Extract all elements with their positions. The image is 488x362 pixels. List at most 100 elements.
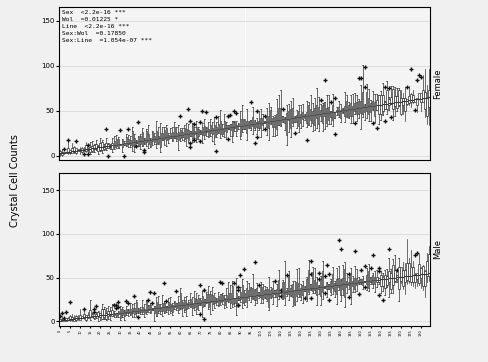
PathPatch shape bbox=[337, 107, 339, 115]
PathPatch shape bbox=[247, 122, 249, 127]
PathPatch shape bbox=[163, 130, 164, 139]
PathPatch shape bbox=[149, 305, 151, 312]
PathPatch shape bbox=[77, 317, 79, 320]
PathPatch shape bbox=[95, 314, 97, 316]
PathPatch shape bbox=[311, 272, 313, 291]
PathPatch shape bbox=[275, 114, 277, 129]
PathPatch shape bbox=[357, 101, 359, 114]
PathPatch shape bbox=[125, 137, 127, 145]
PathPatch shape bbox=[173, 302, 175, 307]
PathPatch shape bbox=[213, 125, 215, 137]
PathPatch shape bbox=[411, 95, 413, 102]
PathPatch shape bbox=[153, 306, 155, 313]
PathPatch shape bbox=[407, 263, 409, 281]
PathPatch shape bbox=[197, 129, 199, 136]
PathPatch shape bbox=[245, 121, 247, 133]
PathPatch shape bbox=[267, 115, 269, 127]
PathPatch shape bbox=[305, 112, 307, 123]
PathPatch shape bbox=[279, 292, 281, 293]
PathPatch shape bbox=[59, 151, 61, 155]
Text: Crystal Cell Counts: Crystal Cell Counts bbox=[10, 135, 20, 227]
PathPatch shape bbox=[75, 148, 77, 153]
PathPatch shape bbox=[391, 265, 393, 285]
PathPatch shape bbox=[381, 95, 383, 111]
PathPatch shape bbox=[377, 96, 379, 114]
PathPatch shape bbox=[337, 278, 339, 287]
PathPatch shape bbox=[325, 283, 327, 289]
PathPatch shape bbox=[135, 141, 137, 143]
PathPatch shape bbox=[247, 290, 249, 298]
PathPatch shape bbox=[157, 304, 159, 311]
PathPatch shape bbox=[335, 279, 337, 294]
PathPatch shape bbox=[209, 294, 211, 302]
PathPatch shape bbox=[329, 281, 331, 291]
PathPatch shape bbox=[411, 267, 413, 282]
PathPatch shape bbox=[351, 106, 353, 116]
PathPatch shape bbox=[389, 97, 391, 104]
PathPatch shape bbox=[315, 282, 317, 295]
PathPatch shape bbox=[285, 290, 287, 294]
PathPatch shape bbox=[201, 127, 203, 135]
Y-axis label: Male: Male bbox=[432, 239, 441, 259]
PathPatch shape bbox=[93, 145, 95, 149]
PathPatch shape bbox=[409, 267, 411, 282]
PathPatch shape bbox=[85, 145, 87, 151]
PathPatch shape bbox=[387, 271, 389, 282]
PathPatch shape bbox=[91, 315, 93, 317]
PathPatch shape bbox=[304, 287, 305, 291]
PathPatch shape bbox=[201, 296, 203, 307]
PathPatch shape bbox=[417, 264, 419, 282]
PathPatch shape bbox=[221, 295, 223, 300]
PathPatch shape bbox=[333, 283, 335, 291]
PathPatch shape bbox=[367, 272, 369, 288]
PathPatch shape bbox=[369, 277, 371, 282]
PathPatch shape bbox=[359, 279, 361, 283]
PathPatch shape bbox=[371, 275, 373, 283]
PathPatch shape bbox=[393, 96, 395, 106]
PathPatch shape bbox=[307, 270, 309, 292]
PathPatch shape bbox=[209, 125, 211, 133]
PathPatch shape bbox=[221, 128, 223, 134]
PathPatch shape bbox=[397, 267, 399, 289]
PathPatch shape bbox=[371, 101, 373, 109]
PathPatch shape bbox=[185, 303, 187, 309]
PathPatch shape bbox=[123, 143, 124, 144]
Text: Sex  <2.2e-16 ***
Wol  =0.01225 *
Line  <2.2e-16 ***
Sex:Wol  =0.17850
Sex:Line : Sex <2.2e-16 *** Wol =0.01225 * Line <2.… bbox=[62, 10, 152, 43]
PathPatch shape bbox=[355, 102, 357, 114]
PathPatch shape bbox=[421, 266, 423, 286]
PathPatch shape bbox=[171, 132, 173, 140]
PathPatch shape bbox=[63, 152, 65, 153]
PathPatch shape bbox=[65, 152, 67, 153]
PathPatch shape bbox=[73, 318, 75, 321]
PathPatch shape bbox=[305, 279, 307, 299]
PathPatch shape bbox=[139, 136, 141, 144]
PathPatch shape bbox=[119, 309, 121, 319]
PathPatch shape bbox=[387, 98, 389, 105]
PathPatch shape bbox=[331, 274, 333, 288]
PathPatch shape bbox=[427, 254, 429, 276]
PathPatch shape bbox=[105, 143, 107, 148]
PathPatch shape bbox=[287, 276, 289, 294]
PathPatch shape bbox=[143, 309, 144, 313]
PathPatch shape bbox=[113, 312, 115, 315]
PathPatch shape bbox=[277, 280, 279, 296]
PathPatch shape bbox=[317, 107, 319, 125]
PathPatch shape bbox=[61, 319, 62, 321]
PathPatch shape bbox=[361, 279, 363, 285]
PathPatch shape bbox=[187, 302, 189, 306]
PathPatch shape bbox=[67, 148, 69, 153]
PathPatch shape bbox=[167, 135, 169, 139]
PathPatch shape bbox=[229, 124, 231, 130]
PathPatch shape bbox=[275, 289, 277, 296]
PathPatch shape bbox=[81, 316, 82, 318]
PathPatch shape bbox=[161, 303, 163, 311]
PathPatch shape bbox=[311, 111, 313, 123]
PathPatch shape bbox=[265, 290, 267, 299]
PathPatch shape bbox=[69, 150, 71, 153]
PathPatch shape bbox=[307, 105, 309, 125]
PathPatch shape bbox=[241, 119, 243, 129]
PathPatch shape bbox=[324, 286, 325, 288]
PathPatch shape bbox=[95, 144, 97, 149]
PathPatch shape bbox=[147, 306, 149, 310]
PathPatch shape bbox=[77, 150, 79, 151]
